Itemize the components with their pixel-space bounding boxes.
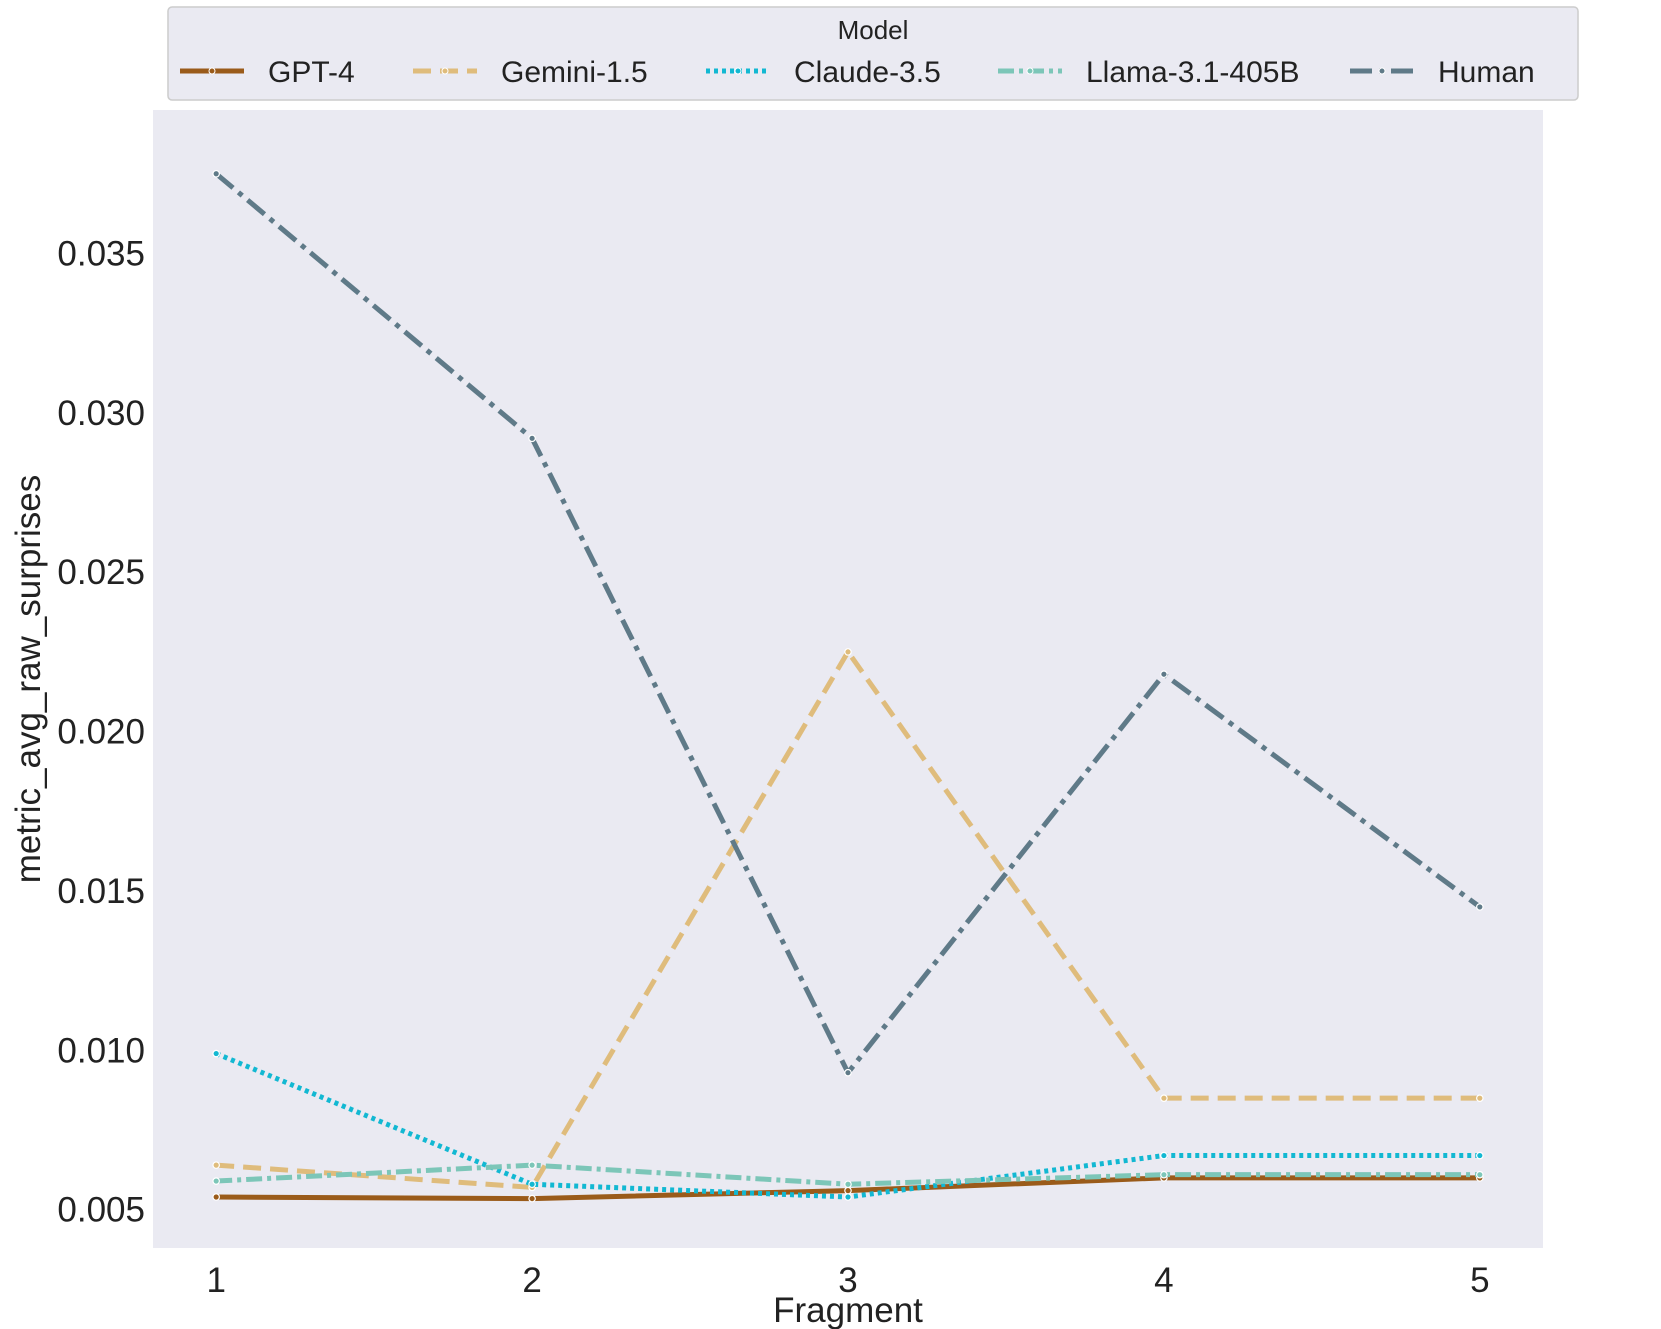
data-point — [1476, 1151, 1484, 1160]
series-human — [212, 169, 1484, 1077]
legend-box — [167, 6, 1579, 101]
legend-label: GPT-4 — [268, 56, 355, 89]
data-point — [844, 1193, 852, 1201]
data-point — [212, 1193, 220, 1201]
legend-item-claude-3-5: Claude-3.5 — [706, 56, 941, 89]
data-point — [1160, 670, 1168, 679]
data-point — [844, 648, 852, 656]
data-point — [1476, 1094, 1484, 1102]
legend-marker — [734, 67, 742, 75]
data-point — [212, 1049, 220, 1058]
legend-item-gemini-1-5: Gemini-1.5 — [413, 56, 648, 89]
legend-item-human: Human — [1350, 56, 1535, 89]
y-tick-label: 0.005 — [57, 1191, 145, 1230]
legend-item-llama-3-1-405b: Llama-3.1-405B — [998, 56, 1299, 89]
data-point — [212, 169, 220, 178]
y-tick-label: 0.035 — [57, 234, 145, 273]
data-point — [212, 1161, 220, 1169]
data-point — [528, 434, 536, 443]
legend-marker — [1026, 67, 1034, 75]
legend-label: Human — [1438, 56, 1535, 89]
legend-label: Gemini-1.5 — [501, 56, 648, 89]
data-point — [844, 1186, 852, 1195]
y-tick-label: 0.030 — [57, 394, 145, 433]
y-tick-label: 0.025 — [57, 553, 145, 592]
legend-marker — [208, 67, 216, 75]
data-point — [528, 1180, 536, 1189]
x-tick-label: 5 — [1470, 1261, 1489, 1300]
y-tick-label: 0.020 — [57, 713, 145, 752]
legend-item-gpt-4: GPT-4 — [180, 56, 355, 89]
data-point — [1160, 1151, 1168, 1160]
data-point — [1160, 1094, 1168, 1102]
x-tick-label: 1 — [206, 1261, 225, 1300]
series-llama-3-1-405b — [212, 1161, 1484, 1189]
x-axis-label: Fragment — [773, 1291, 923, 1329]
legend-label: Llama-3.1-405B — [1086, 56, 1299, 89]
legend-marker — [441, 67, 449, 75]
data-point — [212, 1177, 220, 1185]
data-point — [528, 1194, 536, 1203]
series-gemini-1-5 — [212, 648, 1484, 1192]
x-tick-label: 4 — [1154, 1261, 1173, 1300]
data-point — [844, 1068, 852, 1077]
data-point — [1476, 1170, 1484, 1179]
data-point — [528, 1161, 536, 1169]
series-claude-3-5 — [212, 1049, 1484, 1201]
y-axis-label: metric_avg_raw_surprises — [9, 475, 48, 883]
data-point — [1476, 903, 1484, 911]
data-point — [844, 1180, 852, 1189]
x-tick-label: 3 — [838, 1261, 857, 1300]
plot-area — [153, 110, 1543, 1248]
y-tick-label: 0.015 — [57, 872, 145, 911]
legend-items: GPT-4 Gemini-1.5 Claude-3.5 Llama-3.1-405B H… — [180, 56, 1535, 89]
series-lines — [212, 169, 1484, 1203]
legend: Model GPT-4 Gemini-1.5 Claude-3.5 Llama-3.1… — [167, 6, 1579, 101]
legend-title: Model — [838, 15, 909, 45]
x-axis-ticks: 1 2 3 4 5 — [206, 1261, 1489, 1300]
x-tick-label: 2 — [522, 1261, 541, 1300]
legend-label: Claude-3.5 — [794, 56, 941, 89]
y-axis-ticks: 0.005 0.010 0.015 0.020 0.025 0.030 0.035 — [57, 234, 145, 1229]
y-tick-label: 0.010 — [57, 1031, 145, 1070]
legend-marker — [1378, 67, 1386, 75]
data-point — [1160, 1170, 1168, 1179]
